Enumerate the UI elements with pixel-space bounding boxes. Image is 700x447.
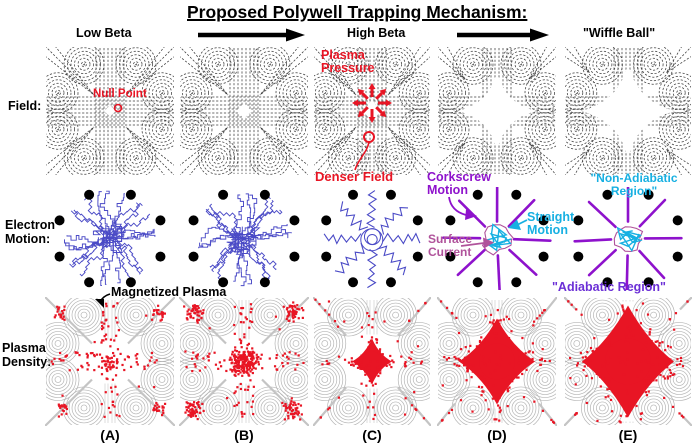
row-label-field: Field: (8, 99, 42, 113)
field-panel-e (564, 46, 692, 176)
non-adiabatic-region-label: "Non-Adiabatic Region" (590, 171, 678, 198)
column-label-e: (E) (618, 427, 638, 443)
page-title: Proposed Polywell Trapping Mechanism: (187, 2, 528, 22)
plasma-panel-b (179, 297, 309, 426)
denser-field-label: Denser Field (315, 169, 394, 184)
surface-current-label: Surface Current (428, 232, 473, 259)
null-point-label: Null Point (93, 88, 147, 100)
electron-panel-b (179, 187, 309, 290)
row-label-plasma-density: Plasma Density: (2, 341, 52, 369)
straight-motion-label: Straight Motion (527, 210, 575, 238)
magnetized-plasma-label: Magnetized Plasma (111, 285, 227, 299)
electron-panel-c (313, 187, 431, 290)
corkscrew-motion-label: Corkscrew Motion (427, 170, 491, 198)
stage-label-high-beta: High Beta (347, 26, 406, 40)
plasma-panel-c (313, 297, 431, 426)
field-panel-d (437, 46, 557, 176)
column-label-c: (C) (362, 427, 382, 443)
adiabatic-region-label: "Adiabatic Region" (552, 280, 666, 294)
plasma-panel-d (437, 297, 557, 426)
plasma-pressure-label: Plasma Pressure (321, 48, 375, 76)
electron-panel-a (45, 187, 175, 290)
column-label-d: (D) (487, 427, 507, 443)
stage-label-low-beta: Low Beta (76, 26, 132, 40)
field-panel-c (313, 46, 431, 176)
field-panel-a (45, 46, 175, 176)
stage-label-wiffle-ball: "Wiffle Ball" (583, 26, 656, 40)
row-label-electron-motion: Electron Motion: (5, 218, 56, 246)
electron-panel-e (564, 187, 692, 290)
field-panel-b (179, 46, 309, 176)
plasma-panel-a (45, 297, 175, 426)
column-label-b: (B) (234, 427, 254, 443)
plasma-panel-e (564, 297, 692, 426)
column-label-a: (A) (100, 427, 120, 443)
